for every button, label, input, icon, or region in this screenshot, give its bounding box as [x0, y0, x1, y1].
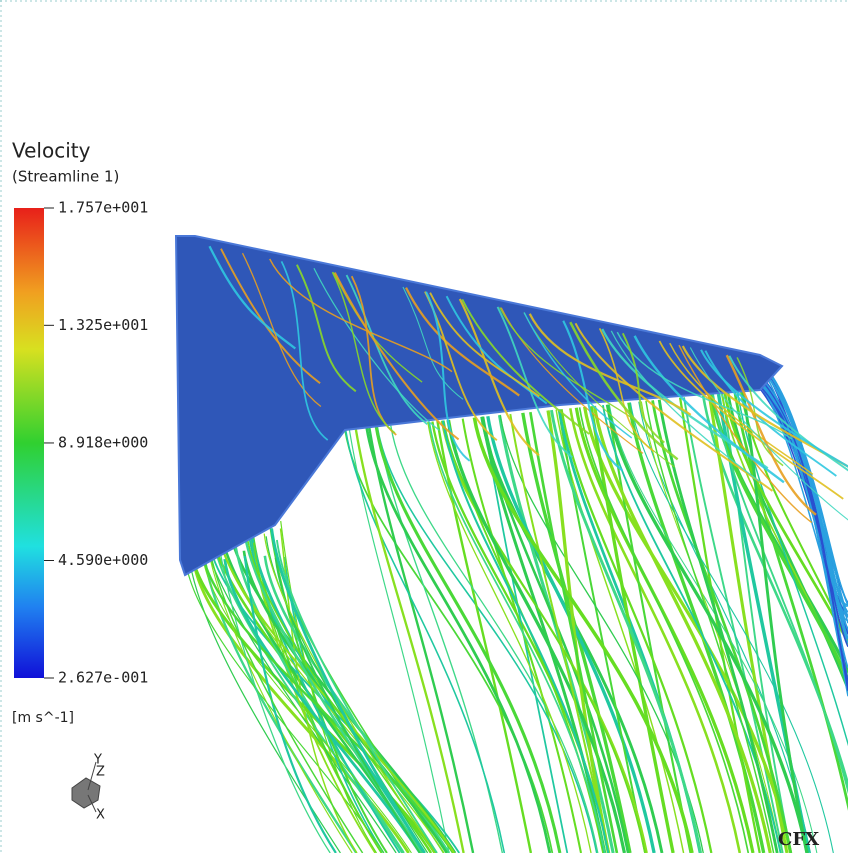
- tick-label: 1.757e+001: [58, 199, 148, 217]
- viewport: Velocity (Streamline 1) 1.757e+001 1.325e…: [0, 0, 848, 853]
- axis-label: Z: [96, 765, 105, 780]
- tick-label: 2.627e-001: [58, 669, 148, 687]
- legend-unit: [m s^-1]: [12, 710, 74, 726]
- legend-title: Velocity: [12, 139, 91, 163]
- color-bar: [14, 208, 44, 678]
- tick-label: 4.590e+000: [58, 551, 148, 569]
- tick-label: 8.918e+000: [58, 433, 148, 451]
- tick-label: 1.325e+001: [58, 316, 148, 334]
- axis-label: X: [96, 808, 105, 823]
- logo: CFX: [778, 829, 819, 850]
- legend-subtitle: (Streamline 1): [12, 168, 119, 186]
